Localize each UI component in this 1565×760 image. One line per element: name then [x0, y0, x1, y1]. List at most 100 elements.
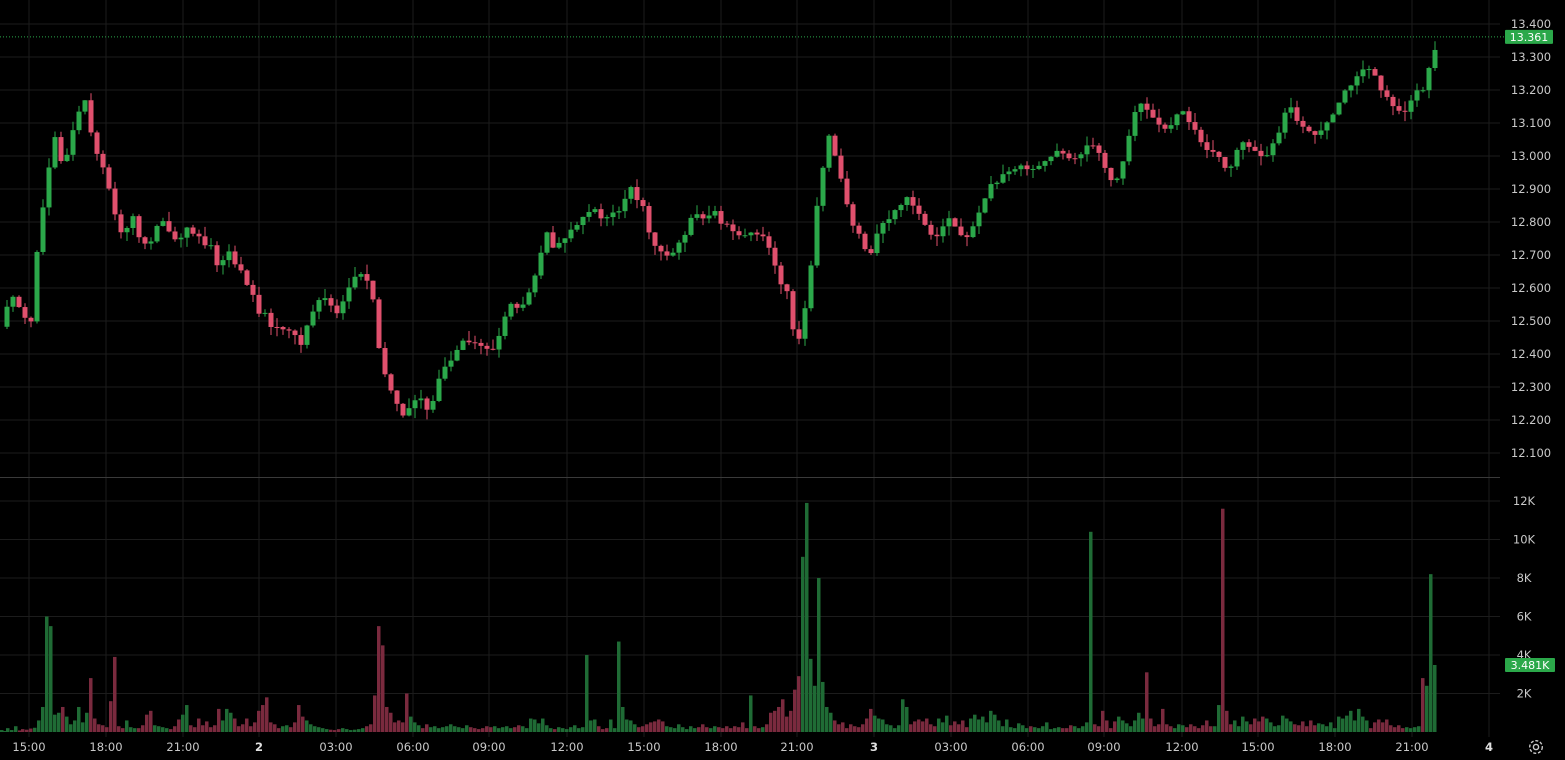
volume-bar	[465, 725, 469, 732]
candle-body	[388, 374, 394, 391]
candle-body	[10, 296, 16, 307]
volume-bar	[53, 714, 57, 732]
candle-body	[28, 317, 34, 322]
candle-body	[616, 211, 622, 213]
volume-bar	[97, 724, 101, 732]
candle-body	[538, 252, 544, 276]
price-tick: 12.900	[1511, 182, 1551, 196]
candle-body	[1312, 131, 1318, 135]
volume-bar	[693, 728, 697, 732]
volume-bar	[877, 718, 881, 732]
volume-bar	[869, 708, 873, 732]
candle-body	[1432, 49, 1438, 69]
price-tick: 13.200	[1511, 83, 1551, 97]
volume-bar	[517, 725, 521, 732]
candle-body	[1426, 68, 1432, 91]
candle-body	[202, 236, 208, 246]
candle-body	[994, 182, 1000, 185]
candle-body	[754, 232, 760, 235]
volume-bar	[349, 730, 353, 732]
price-tick: 12.500	[1511, 314, 1551, 328]
candle-body	[694, 214, 700, 218]
settings-icon[interactable]	[1527, 738, 1545, 756]
candle-body	[430, 400, 436, 410]
candle-body	[622, 198, 628, 212]
candle-body	[610, 212, 616, 218]
volume-bar	[201, 725, 205, 732]
volume-bar	[1129, 726, 1133, 732]
price-tick: 13.400	[1511, 17, 1551, 31]
price-tick: 12.600	[1511, 281, 1551, 295]
volume-bar	[709, 728, 713, 732]
candle-body	[658, 245, 664, 252]
volume-bar	[129, 727, 133, 732]
volume-tick: 10K	[1513, 533, 1536, 547]
volume-bar	[1249, 724, 1253, 732]
volume-bar	[249, 726, 253, 732]
volume-bar	[261, 705, 265, 732]
volume-tick: 2K	[1517, 687, 1532, 701]
candle-body	[238, 264, 244, 271]
candle-body	[286, 329, 292, 331]
candle-body	[100, 153, 106, 168]
candle-body	[292, 330, 298, 336]
volume-bar	[157, 726, 161, 732]
volume-bar	[1209, 726, 1213, 732]
volume-bar	[1125, 723, 1129, 732]
volume-bar	[845, 728, 849, 732]
volume-bar	[781, 699, 785, 732]
volume-bar	[597, 726, 601, 732]
volume-tick: 8K	[1517, 571, 1532, 585]
volume-bar	[1277, 725, 1281, 732]
volume-bar	[69, 724, 73, 732]
candle-body	[778, 265, 784, 285]
candle-body	[1378, 75, 1384, 91]
volume-bar	[669, 727, 673, 732]
volume-bar	[717, 727, 721, 732]
volume-bar	[1353, 720, 1357, 732]
volume-bar	[1425, 685, 1429, 732]
volume-bar	[341, 728, 345, 732]
volume-bar	[1305, 726, 1309, 732]
candle-body	[1366, 69, 1372, 71]
volume-bar	[1169, 726, 1173, 732]
candle-body	[1390, 96, 1396, 107]
volume-bar	[137, 728, 141, 732]
volume-bar	[1269, 722, 1273, 732]
candle-body	[154, 225, 160, 242]
candle-body	[838, 155, 844, 179]
candle-body	[1204, 142, 1210, 150]
price-axis[interactable]: 13.400 13.300 13.200 13.100 13.000 12.900 12.8…	[1511, 17, 1551, 460]
volume-bar	[553, 729, 557, 732]
candle-body	[1114, 178, 1120, 181]
candle-body	[934, 234, 940, 237]
volume-bar	[413, 722, 417, 732]
time-axis[interactable]: 15:00 18:00 21:00 2 03:00 06:00 09:00 12:00 15:0…	[12, 740, 1493, 754]
candle-body	[1342, 90, 1348, 103]
candle-body	[184, 227, 190, 238]
volume-bar	[233, 718, 237, 732]
candle-body	[1306, 126, 1312, 132]
volume-bar	[1145, 672, 1149, 732]
volume-bar	[1421, 678, 1425, 732]
time-tick: 06:00	[1011, 740, 1044, 754]
volume-bar	[241, 724, 245, 732]
volume-bar	[1241, 716, 1245, 732]
volume-bar	[1333, 728, 1337, 732]
volume-bar	[65, 716, 69, 732]
volume-bar	[913, 721, 917, 732]
volume-bar	[1001, 726, 1005, 732]
volume-bar	[1069, 725, 1073, 732]
volume-bar	[161, 727, 165, 732]
candle-body	[670, 252, 676, 256]
candle-body	[226, 251, 232, 261]
volume-bar	[1153, 726, 1157, 732]
volume-bar	[1393, 727, 1397, 732]
volume-bar	[701, 724, 705, 732]
candle-body	[1270, 143, 1276, 156]
candle-body	[790, 291, 796, 330]
candle-body	[820, 167, 826, 206]
candle-body	[412, 400, 418, 409]
